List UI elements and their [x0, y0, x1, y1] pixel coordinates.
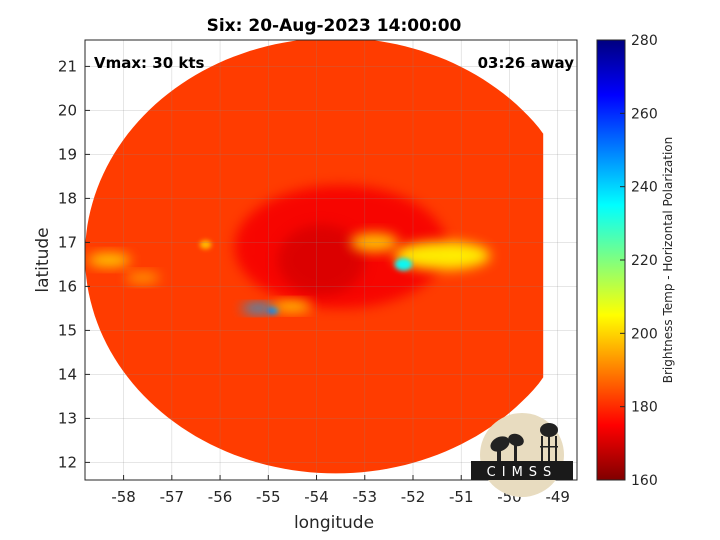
x-tick-label-5: -53: [353, 488, 378, 506]
cb-tick-label-0: 160: [631, 473, 658, 489]
logo-band: [471, 461, 573, 480]
colorbar-ticks: 160 180 200 220 240 260 280: [620, 33, 658, 489]
y-tick-label-1: 13: [58, 409, 77, 427]
y-tick-label-2: 14: [58, 365, 77, 383]
x-ticks: -58 -57 -56 -55 -54 -53 -52 -51 -50 -49: [111, 475, 570, 506]
y-tick-label-9: 21: [58, 57, 77, 75]
cb-tick-label-4: 240: [631, 180, 658, 196]
y-tick-label-4: 16: [58, 277, 77, 295]
y-tick-label-7: 19: [58, 145, 77, 163]
feature-8: [199, 240, 212, 250]
convection-features: [87, 185, 491, 315]
feature-7: [125, 272, 160, 283]
cb-tick-label-5: 260: [631, 106, 658, 122]
x-axis-label: longitude: [294, 513, 374, 533]
time-away-annotation: 03:26 away: [478, 54, 575, 72]
chart-title: Six: 20-Aug-2023 14:00:00: [207, 16, 462, 36]
feature-1: [350, 232, 399, 253]
y-tick-label-0: 12: [58, 453, 77, 471]
x-tick-label-6: -52: [401, 488, 426, 506]
y-tick-label-6: 18: [58, 189, 77, 207]
cb-tick-label-1: 180: [631, 400, 658, 416]
y-tick-label-3: 15: [58, 321, 77, 339]
water-tower-icon: [540, 423, 558, 462]
radar-dish-icon: [490, 433, 524, 462]
grid-lines: [85, 40, 577, 480]
feature-6: [87, 253, 131, 267]
x-tick-label-2: -56: [208, 488, 233, 506]
feature-3: [241, 304, 276, 313]
y-tick-label-5: 17: [58, 233, 77, 251]
cb-tick-label-2: 200: [631, 326, 658, 342]
y-tick-label-8: 20: [58, 101, 77, 119]
colorbar-label: Brightness Temp - Horizontal Polarizatio…: [661, 137, 675, 384]
vmax-annotation: Vmax: 30 kts: [94, 54, 204, 72]
cimss-logo: CIMSS: [471, 413, 573, 497]
logo-text: CIMSS: [487, 465, 558, 480]
brightness-temp-swath: [85, 40, 544, 474]
x-tick-label-3: -55: [256, 488, 281, 506]
x-tick-label-7: -51: [449, 488, 474, 506]
axes-frame: [84, 39, 578, 481]
x-tick-label-4: -54: [304, 488, 329, 506]
cb-tick-label-6: 280: [631, 33, 658, 49]
cb-tick-label-3: 220: [631, 253, 658, 269]
x-tick-label-1: -57: [160, 488, 185, 506]
feature-5: [273, 300, 312, 312]
eye-core: [277, 224, 365, 296]
x-tick-label-0: -58: [111, 488, 136, 506]
y-ticks: 12 13 14 15 16 17 18 19 20 21: [58, 57, 90, 471]
feature-0: [393, 241, 491, 270]
x-tick-label-9: -49: [545, 488, 570, 506]
feature-2: [394, 258, 413, 271]
y-axis-label: latitude: [33, 227, 53, 292]
